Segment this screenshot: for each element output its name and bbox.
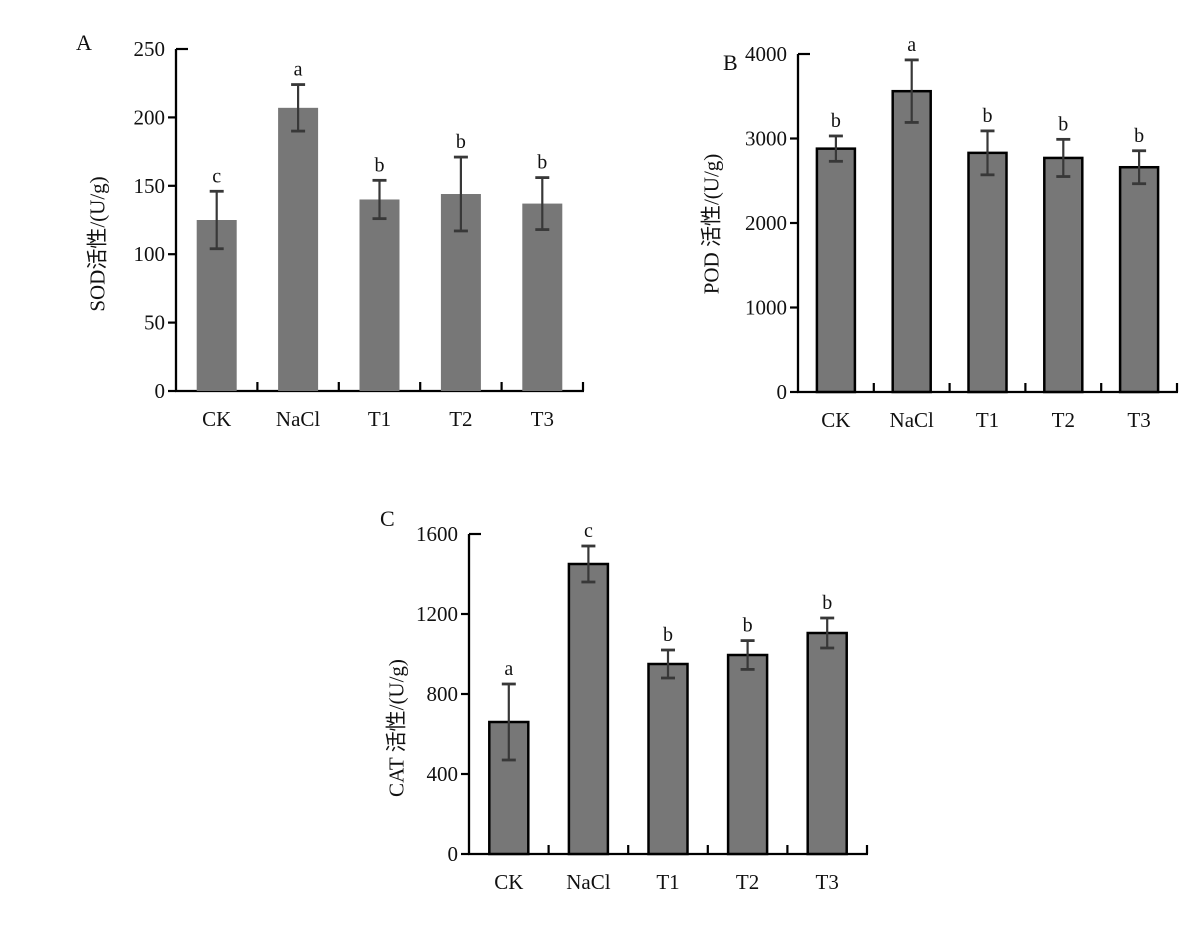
x-category-label-T3: T3 xyxy=(1127,408,1150,432)
bar-T2 xyxy=(1043,156,1084,394)
bar-T3 xyxy=(522,203,563,391)
sig-letter-CK: b xyxy=(831,110,841,132)
y-tick-label: 100 xyxy=(134,242,166,266)
panel-label-b: B xyxy=(723,50,738,75)
x-category-label-T1: T1 xyxy=(976,408,999,432)
x-category-label-T3: T3 xyxy=(531,407,554,431)
sig-letter-T3: b xyxy=(822,592,832,614)
bar-CK xyxy=(815,147,857,394)
bar-T1 xyxy=(967,151,1008,394)
y-tick-label: 250 xyxy=(134,37,166,61)
chart-cat-plot: 0 400 800 1200 1600 a CK c NaCl b T1 b T2 b T3 xyxy=(416,520,869,894)
y-axis-title-pod: POD 活性/(U/g) xyxy=(699,153,724,295)
y-tick-label: 1600 xyxy=(416,522,458,546)
y-tick-label: 200 xyxy=(134,105,166,129)
y-tick-label: 3000 xyxy=(745,127,787,151)
x-category-label-CK: CK xyxy=(494,870,523,894)
sig-letter-CK: a xyxy=(504,658,513,680)
sig-letter-NaCl: a xyxy=(294,59,303,81)
panel-label-c: C xyxy=(380,506,395,531)
x-category-label-T2: T2 xyxy=(449,407,472,431)
y-tick-label: 0 xyxy=(448,842,459,866)
x-category-label-T3: T3 xyxy=(816,870,839,894)
sig-letter-NaCl: a xyxy=(907,34,916,56)
x-category-label-T1: T1 xyxy=(368,407,391,431)
y-tick-label: 800 xyxy=(427,682,459,706)
bar-T1 xyxy=(647,662,689,856)
sig-letter-T3: b xyxy=(537,152,547,174)
sig-letter-T2: b xyxy=(1058,113,1068,135)
x-category-label-CK: CK xyxy=(202,407,231,431)
y-tick-label: 2000 xyxy=(745,211,787,235)
bar-T3 xyxy=(1118,165,1160,394)
y-axis-title-sod: SOD活性/(U/g) xyxy=(85,176,110,312)
x-category-label-T1: T1 xyxy=(656,870,679,894)
x-category-label-NaCl: NaCl xyxy=(890,408,934,432)
bar-T1 xyxy=(359,199,400,391)
y-tick-label: 0 xyxy=(155,379,166,403)
sig-letter-T2: b xyxy=(456,131,466,153)
y-tick-label: 150 xyxy=(134,174,166,198)
x-category-label-CK: CK xyxy=(821,408,850,432)
chart-pod-plot: 0 1000 2000 3000 4000 b CK a NaCl b T1 b T2 b T3 xyxy=(745,34,1179,432)
y-axis-title-cat: CAT 活性/(U/g) xyxy=(384,659,409,797)
x-category-label-T2: T2 xyxy=(736,870,759,894)
sig-letter-CK: c xyxy=(212,165,221,187)
y-tick-label: 1200 xyxy=(416,602,458,626)
sig-letter-T3: b xyxy=(1134,125,1144,147)
bar-NaCl xyxy=(278,107,319,391)
x-category-label-T2: T2 xyxy=(1052,408,1075,432)
y-tick-label: 1000 xyxy=(745,296,787,320)
chart-cat: C CAT 活性/(U/g) 0 400 800 1200 1600 a CK c NaCl b T… xyxy=(330,478,940,925)
sig-letter-T2: b xyxy=(743,615,753,637)
sig-letter-T1: b xyxy=(663,624,673,646)
chart-pod: B POD 活性/(U/g) 0 1000 2000 3000 4000 b CK a NaCl… xyxy=(651,16,1191,471)
bar-NaCl xyxy=(567,562,610,856)
chart-sod-plot: 0 50 100 150 200 250 c CK a NaCl b T1 b T2 b T3 xyxy=(134,37,585,431)
sig-letter-NaCl: c xyxy=(584,520,593,542)
chart-sod: A SOD活性/(U/g) 0 50 100 150 200 250 c CK a NaCl b T1… xyxy=(40,16,651,471)
panel-label-a: A xyxy=(76,30,92,55)
x-category-label-NaCl: NaCl xyxy=(276,407,320,431)
y-tick-label: 0 xyxy=(777,380,788,404)
bar-NaCl xyxy=(891,89,932,394)
y-tick-label: 400 xyxy=(427,762,459,786)
y-tick-label: 50 xyxy=(144,311,165,335)
x-category-label-NaCl: NaCl xyxy=(566,870,610,894)
sig-letter-T1: b xyxy=(375,154,385,176)
y-tick-label: 4000 xyxy=(745,42,787,66)
sig-letter-T1: b xyxy=(983,105,993,127)
bar-T2 xyxy=(726,653,769,856)
bar-T3 xyxy=(806,631,848,856)
